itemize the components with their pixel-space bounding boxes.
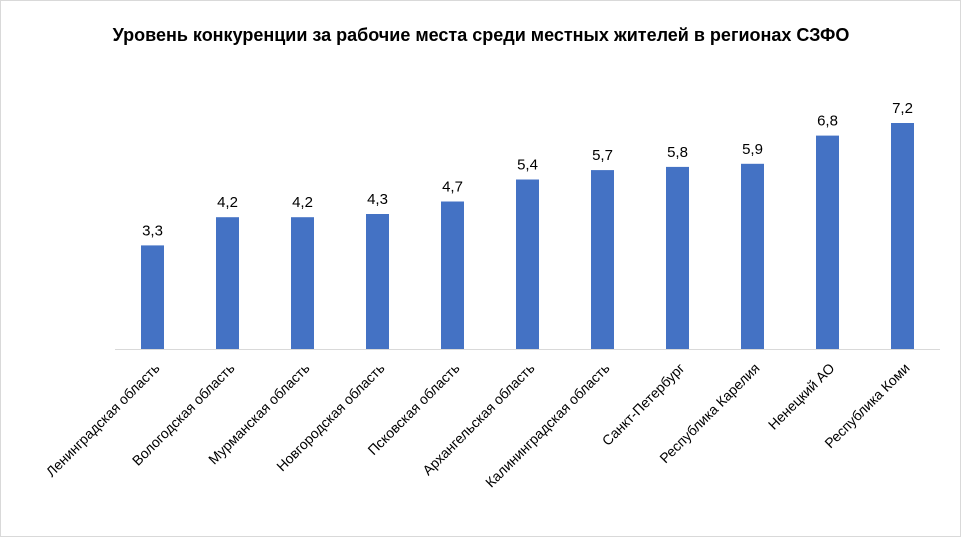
data-label: 3,3 xyxy=(142,222,163,239)
chart-title: Уровень конкуренции за рабочие места сре… xyxy=(112,25,850,45)
category-label: Ненецкий АО xyxy=(765,360,838,433)
data-label: 5,8 xyxy=(667,144,688,161)
data-label: 4,7 xyxy=(442,179,463,196)
bar xyxy=(366,214,389,349)
bar xyxy=(516,179,539,349)
bar xyxy=(291,217,314,349)
bar xyxy=(741,163,764,349)
data-label: 5,9 xyxy=(742,141,763,158)
category-label: Калининградская область xyxy=(482,360,613,491)
bar xyxy=(891,123,914,349)
bar xyxy=(591,170,614,349)
value-labels-group: 3,3 4,2 4,2 4,3 4,7 5,4 5,7 5,8 5,9 6,8 7,2 xyxy=(142,100,913,239)
data-label: 5,4 xyxy=(517,157,538,174)
data-label: 7,2 xyxy=(892,100,913,117)
bar xyxy=(216,217,239,349)
bar xyxy=(816,135,839,349)
data-label: 4,3 xyxy=(367,191,388,208)
data-label: 6,8 xyxy=(817,113,838,130)
data-label: 4,2 xyxy=(292,194,313,211)
bar xyxy=(141,245,164,349)
category-label: Санкт-Петербург xyxy=(599,360,688,449)
data-label: 4,2 xyxy=(217,194,238,211)
data-label: 5,7 xyxy=(592,147,613,164)
bars-group xyxy=(141,123,914,349)
bar xyxy=(441,201,464,349)
bar xyxy=(666,166,689,349)
